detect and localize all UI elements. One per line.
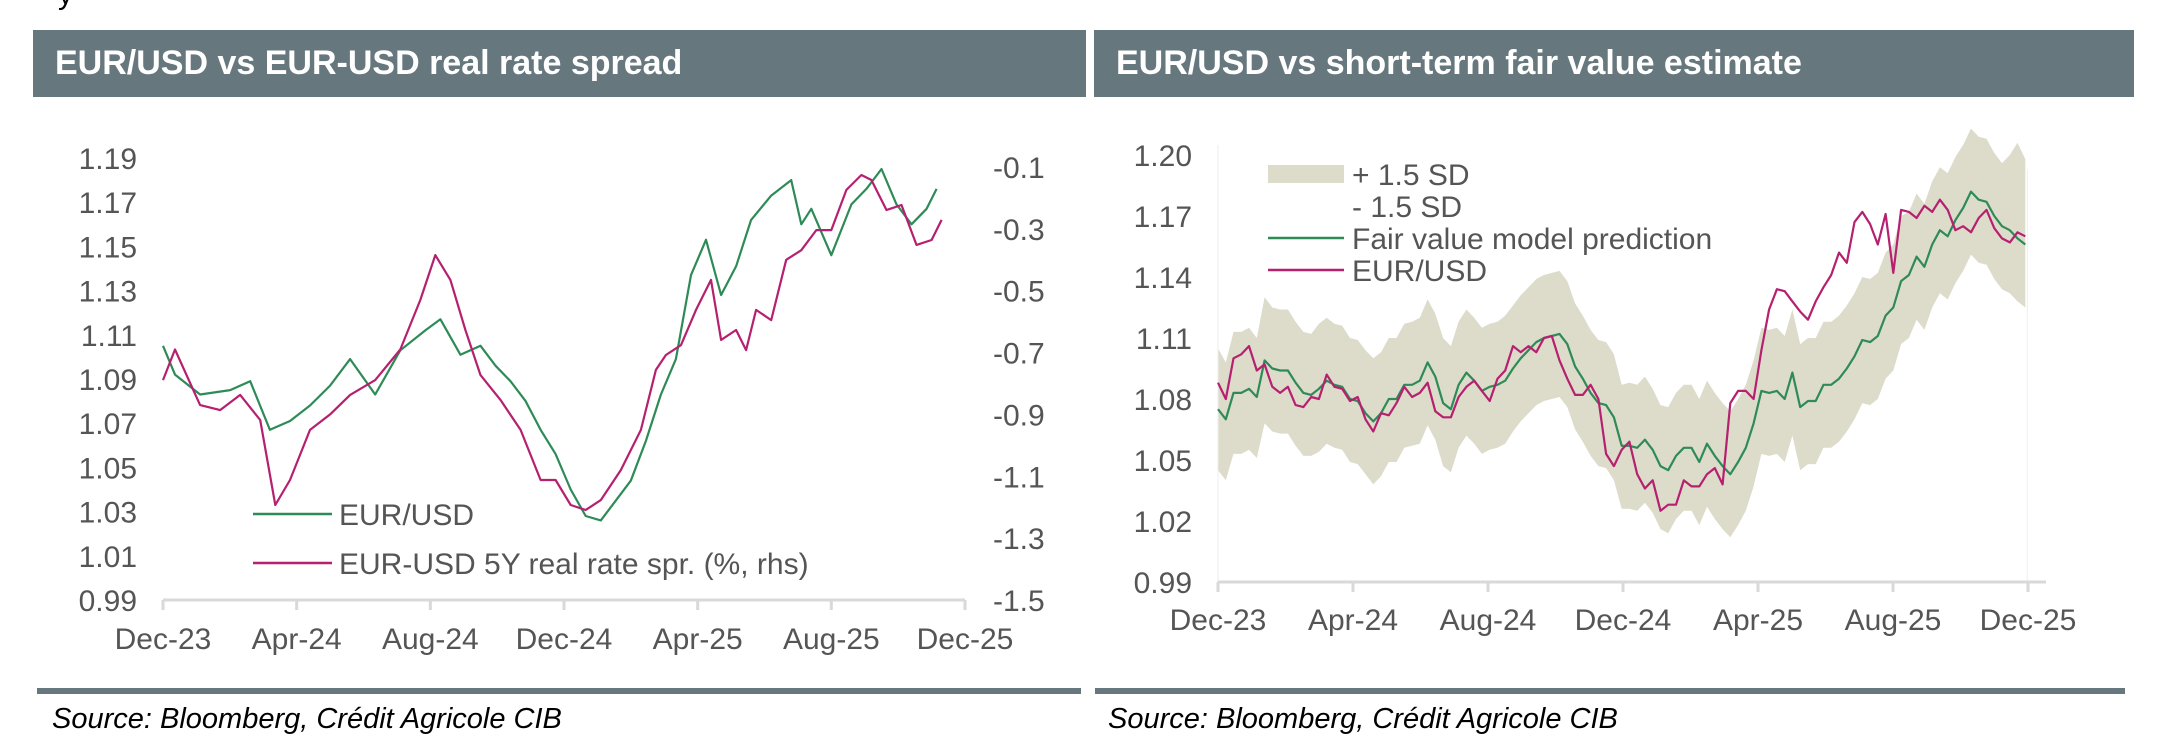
chart1-title-bar: EUR/USD vs EUR-USD real rate spread (33, 30, 1086, 97)
legend-label-eurusd: EUR/USD (1352, 255, 1487, 288)
chart2-x-ticks (1216, 582, 2030, 592)
y-tick-label: 1.08 (1134, 384, 1192, 417)
y2-tick-label: -0.5 (993, 276, 1045, 309)
y-tick-label: 1.20 (1134, 140, 1192, 173)
y-tick-label: 0.99 (1134, 567, 1192, 600)
y-tick-label: 1.09 (79, 364, 137, 397)
chart1-x-tick-labels: Dec-23 Apr-24 Aug-24 Dec-24 Apr-25 Aug-25 Dec-… (115, 623, 1014, 656)
x-tick-label: Dec-25 (1980, 604, 2077, 637)
y-tick-label: 1.03 (79, 497, 137, 530)
y-tick-label: 1.05 (79, 452, 137, 485)
chart2-title-bar: EUR/USD vs short-term fair value estimat… (1094, 30, 2134, 97)
legend-label-eurusd: EUR/USD (339, 499, 474, 532)
x-tick-label: Dec-25 (917, 623, 1014, 656)
y-tick-label: 1.17 (79, 187, 137, 220)
y-tick-label: 1.15 (79, 231, 137, 264)
chart2-series-eurusd-line (1217, 198, 2026, 512)
y-tick-label: 1.02 (1134, 506, 1192, 539)
y2-tick-label: -0.7 (993, 338, 1045, 371)
chart2-footer-rule (1095, 688, 2125, 694)
y2-tick-label: -1.1 (993, 461, 1045, 494)
x-tick-label: Apr-25 (653, 623, 743, 656)
y-tick-label: 1.01 (79, 541, 137, 574)
y2-tick-label: -1.5 (993, 585, 1045, 618)
x-tick-label: Dec-23 (1170, 604, 1267, 637)
x-tick-label: Aug-25 (1845, 604, 1942, 637)
chart1-y-tick-labels: 1.19 1.17 1.15 1.13 1.11 1.09 1.07 1.05 1.03 1.01… (79, 143, 137, 618)
x-tick-label: Aug-24 (382, 623, 479, 656)
chart1-series-eurusd-line (161, 167, 938, 522)
y-tick-label: 1.11 (1136, 323, 1192, 356)
cut-off-text-fragment: y (58, 0, 73, 12)
y2-tick-label: -0.3 (993, 214, 1045, 247)
x-tick-label: Dec-23 (115, 623, 212, 656)
chart1-title: EUR/USD vs EUR-USD real rate spread (55, 44, 683, 82)
y-tick-label: 1.05 (1134, 445, 1192, 478)
y2-tick-label: -0.9 (993, 399, 1045, 432)
x-tick-label: Dec-24 (516, 623, 613, 656)
legend-label-real-rate-spread: EUR-USD 5Y real rate spr. (%, rhs) (339, 548, 809, 581)
x-tick-label: Apr-24 (252, 623, 342, 656)
chart2-title: EUR/USD vs short-term fair value estimat… (1116, 44, 1802, 82)
chart1-footer-rule (37, 688, 1081, 694)
x-tick-label: Dec-24 (1575, 604, 1672, 637)
chart2-sd-band (1218, 128, 2026, 538)
chart1-source-note: Source: Bloomberg, Crédit Agricole CIB (52, 703, 562, 735)
x-tick-label: Aug-25 (783, 623, 880, 656)
x-tick-label: Aug-24 (1440, 604, 1537, 637)
chart2: 1.20 1.17 1.14 1.11 1.08 1.05 1.02 0.99 Dec-23 A… (1134, 128, 2077, 637)
x-tick-label: Apr-25 (1713, 604, 1803, 637)
y-tick-label: 1.17 (1134, 201, 1192, 234)
legend-label-plus-sd: + 1.5 SD (1352, 159, 1470, 192)
chart1-legend: EUR/USD EUR-USD 5Y real rate spr. (%, rh… (253, 499, 809, 581)
y-tick-label: 1.11 (81, 320, 137, 353)
chart2-y-tick-labels: 1.20 1.17 1.14 1.11 1.08 1.05 1.02 0.99 (1134, 140, 1192, 600)
chart1-series-real-rate-spread-line (161, 173, 943, 512)
chart2-x-tick-labels: Dec-23 Apr-24 Aug-24 Dec-24 Apr-25 Aug-25 Dec-… (1170, 604, 2077, 637)
y2-tick-label: -0.1 (993, 152, 1045, 185)
y-tick-label: 1.19 (79, 143, 137, 176)
y2-tick-label: -1.3 (993, 523, 1045, 556)
legend-label-minus-sd: - 1.5 SD (1352, 191, 1462, 224)
y-tick-label: 1.13 (79, 276, 137, 309)
chart2-legend: + 1.5 SD - 1.5 SD Fair value model predi… (1268, 159, 1712, 288)
chart1: 1.19 1.17 1.15 1.13 1.11 1.09 1.07 1.05 1.03 1.01… (79, 143, 1045, 656)
legend-label-fair-value: Fair value model prediction (1352, 223, 1712, 256)
y-tick-label: 0.99 (79, 585, 137, 618)
chart1-y2-tick-labels: -0.1 -0.3 -0.5 -0.7 -0.9 -1.1 -1.3 -1.5 (993, 152, 1045, 618)
x-tick-label: Apr-24 (1308, 604, 1398, 637)
chart2-source-note: Source: Bloomberg, Crédit Agricole CIB (1108, 703, 1618, 735)
y-tick-label: 1.14 (1134, 262, 1192, 295)
y-tick-label: 1.07 (79, 408, 137, 441)
chart1-x-ticks (161, 600, 967, 610)
legend-swatch-plus-sd-band (1268, 165, 1344, 183)
